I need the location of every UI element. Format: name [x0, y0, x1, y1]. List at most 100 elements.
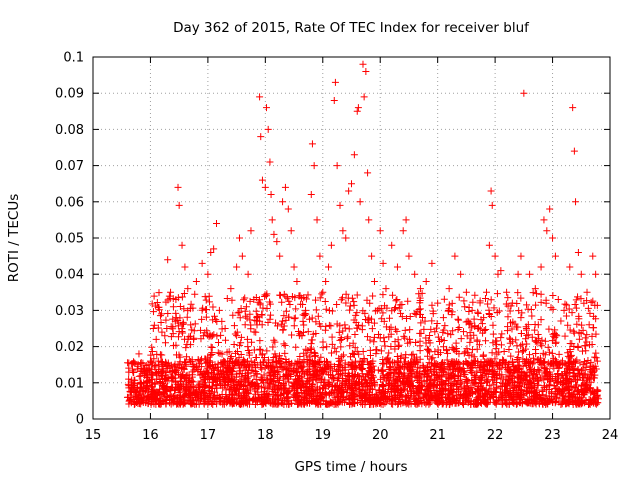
data-point [281, 183, 289, 191]
data-point [125, 400, 133, 408]
data-point [246, 395, 254, 403]
data-point [394, 336, 402, 344]
data-point [148, 343, 156, 351]
data-point [263, 305, 271, 313]
data-point [204, 393, 212, 401]
data-point [338, 336, 346, 344]
data-point [222, 365, 230, 373]
data-point [487, 187, 495, 195]
data-point [468, 376, 476, 384]
data-point [426, 387, 434, 395]
data-point [167, 288, 175, 296]
data-point [422, 277, 430, 285]
data-point [244, 390, 252, 398]
data-point [376, 397, 384, 405]
data-point [471, 291, 479, 299]
data-point [164, 256, 172, 264]
data-point [432, 387, 440, 395]
data-point [516, 383, 524, 391]
data-point [271, 399, 279, 407]
data-point [322, 305, 330, 313]
data-point [517, 314, 525, 322]
data-point [278, 317, 286, 325]
data-point [515, 348, 523, 356]
data-point [507, 352, 515, 360]
data-point [544, 343, 552, 351]
data-point [331, 386, 339, 394]
y-tick-label: 0.07 [55, 159, 84, 174]
data-point [223, 368, 231, 376]
data-point [432, 324, 440, 332]
data-point [293, 277, 301, 285]
data-point [471, 373, 479, 381]
data-point [292, 379, 300, 387]
data-point [550, 364, 558, 372]
data-point [243, 396, 251, 404]
data-point [514, 289, 522, 297]
data-point [457, 391, 465, 399]
data-point [549, 398, 557, 406]
data-point [162, 388, 170, 396]
data-point [427, 366, 435, 374]
data-point [587, 387, 595, 395]
data-point [197, 397, 205, 405]
data-point [228, 296, 236, 304]
data-point [194, 391, 202, 399]
data-point [292, 390, 300, 398]
data-point [330, 375, 338, 383]
data-point [305, 376, 313, 384]
data-point [183, 313, 191, 321]
data-point [455, 316, 463, 324]
data-point [323, 358, 331, 366]
data-point [147, 351, 155, 359]
data-point [256, 337, 264, 345]
data-point [461, 303, 469, 311]
data-point [169, 303, 177, 311]
data-point [266, 315, 274, 323]
data-point [512, 400, 520, 408]
data-point [523, 331, 531, 339]
data-point [382, 285, 390, 293]
data-point [250, 394, 258, 402]
data-point [590, 374, 598, 382]
data-point [378, 366, 386, 374]
data-point [593, 388, 601, 396]
data-point [233, 328, 241, 336]
data-point [515, 395, 523, 403]
data-point [438, 387, 446, 395]
data-point [577, 270, 585, 278]
data-point [237, 377, 245, 385]
data-point [345, 325, 353, 333]
data-point [537, 290, 545, 298]
data-point [257, 394, 265, 402]
data-point [226, 399, 234, 407]
data-point [233, 348, 241, 356]
x-tick-label: 19 [315, 428, 332, 443]
data-point [376, 334, 384, 342]
data-point [583, 386, 591, 394]
data-point [318, 384, 326, 392]
data-point [397, 400, 405, 408]
data-point [240, 296, 248, 304]
x-tick-label: 22 [487, 428, 504, 443]
x-tick-label: 15 [85, 428, 102, 443]
data-point [342, 376, 350, 384]
data-point [483, 378, 491, 386]
data-point [178, 241, 186, 249]
data-point [370, 338, 378, 346]
data-point [176, 378, 184, 386]
data-point [482, 288, 490, 296]
data-point [204, 364, 212, 372]
data-point [129, 360, 137, 368]
data-point [348, 400, 356, 408]
data-point [586, 309, 594, 317]
data-point [392, 297, 400, 305]
data-point [138, 386, 146, 394]
data-point [207, 399, 215, 407]
data-point [443, 399, 451, 407]
data-point [343, 334, 351, 342]
data-point [466, 365, 474, 373]
data-point [493, 290, 501, 298]
data-point [184, 383, 192, 391]
data-point [592, 354, 600, 362]
